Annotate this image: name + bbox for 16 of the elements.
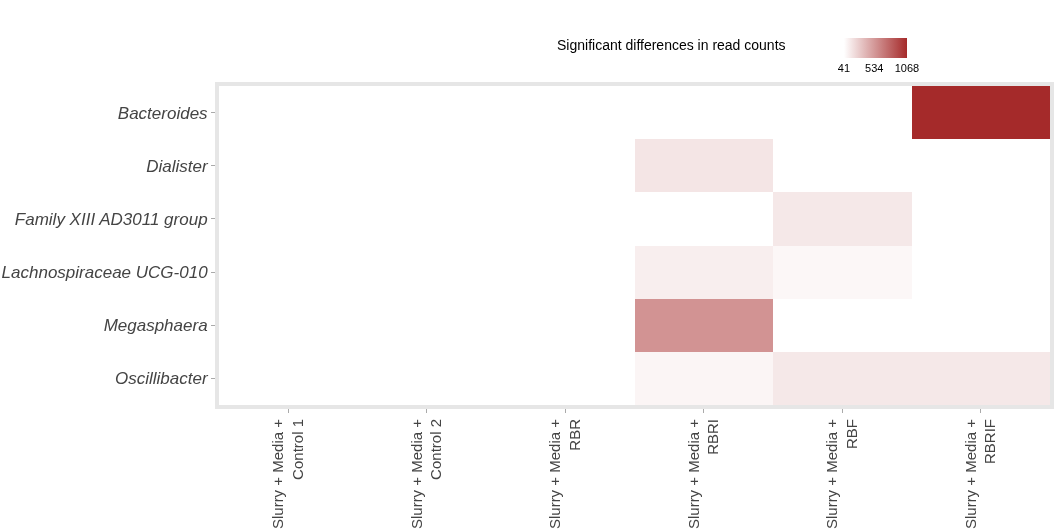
x-tick-label: Slurry + Media + RBR [546, 418, 583, 530]
color-bar-title: Significant differences in read counts [557, 37, 786, 53]
color-bar-label: 1068 [894, 61, 920, 74]
x-tick-label: Slurry + Media + RBF [823, 418, 860, 530]
y-tick-label: Dialister [146, 156, 209, 176]
x-tick-label: Slurry + Media + Control 1 [269, 418, 306, 530]
color-bar-label: 534 [865, 61, 884, 74]
y-tick-label: Bacteroides [117, 103, 209, 123]
y-tick-label: Megasphaera [103, 316, 208, 336]
x-tick-label: Slurry + Media + RBRI [684, 418, 722, 530]
x-tick-label: Slurry + Media + Control 2 [407, 418, 445, 530]
y-tick-label: Oscillibacter [115, 369, 209, 389]
y-tick-label: Family XIII AD3011 group [14, 209, 208, 229]
color-bar-label: 41 [837, 61, 851, 74]
x-tick-label: Slurry + Media + RBRIF [961, 418, 999, 530]
y-tick-label: Lachnospiraceae UCG-010 [1, 263, 209, 283]
